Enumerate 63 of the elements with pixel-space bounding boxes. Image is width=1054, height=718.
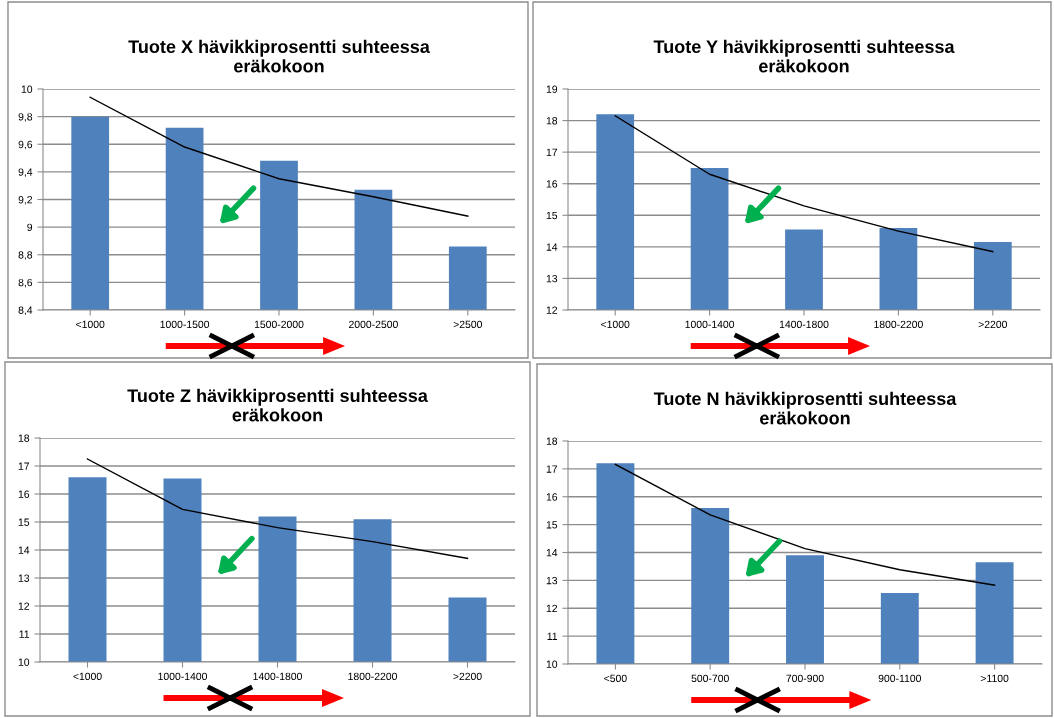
x-tick-label: 1000-1400 bbox=[158, 672, 207, 681]
y-tick-label: 14 bbox=[546, 243, 558, 251]
y-tick-label: 14 bbox=[546, 549, 558, 557]
chart-title: Tuote Y hävikkiprosentti suhteessa eräkokoon bbox=[653, 39, 955, 73]
x-tick-label: 1400-1800 bbox=[779, 320, 829, 329]
chart-title: Tuote X hävikkiprosentti suhteessa eräkokoon bbox=[128, 39, 430, 73]
line-series bbox=[614, 463, 996, 586]
y-tick-label: 16 bbox=[18, 490, 30, 498]
y-tick-label: 9,6 bbox=[18, 140, 33, 150]
y-tick-label: 17 bbox=[18, 462, 30, 470]
y-tick-label: 19 bbox=[546, 85, 558, 93]
y-tick-label: 17 bbox=[546, 465, 558, 473]
x-tick-label: >2200 bbox=[978, 320, 1008, 329]
x-tick-label: <1000 bbox=[601, 320, 630, 329]
y-tick-label: 8,4 bbox=[18, 306, 33, 316]
y-tick-label: 18 bbox=[18, 434, 30, 442]
y-tick-label: 10 bbox=[21, 85, 33, 93]
y-tick-label: 15 bbox=[546, 211, 558, 220]
line-series bbox=[614, 115, 994, 253]
y-tick-label: 13 bbox=[546, 576, 558, 585]
y-tick-label: 12 bbox=[18, 602, 30, 610]
x-tick-label: 900-1100 bbox=[878, 674, 922, 683]
y-tick-label: 9,4 bbox=[18, 168, 33, 177]
line-series bbox=[86, 458, 469, 560]
y-tick-label: 10 bbox=[546, 660, 558, 668]
x-tick-label: <1000 bbox=[76, 320, 105, 329]
x-tick-label: >2200 bbox=[453, 672, 482, 681]
x-tick-label: >2500 bbox=[453, 320, 483, 329]
x-tick-label: <1000 bbox=[73, 672, 102, 681]
y-tick-label: 17 bbox=[546, 148, 558, 156]
x-tick-label: 500-700 bbox=[691, 674, 729, 683]
chart-title: Tuote N hävikkiprosentti suhteessa eräkokoon bbox=[653, 391, 957, 425]
y-tick-label: 9,8 bbox=[18, 113, 33, 122]
x-tick-label: >1100 bbox=[980, 674, 1009, 683]
line-series bbox=[89, 96, 469, 217]
x-tick-label: 1000-1400 bbox=[685, 320, 735, 329]
y-tick-label: 10 bbox=[18, 658, 30, 666]
y-tick-label: 8,6 bbox=[18, 278, 33, 288]
x-tick-label: 1000-1500 bbox=[160, 320, 210, 329]
y-tick-label: 11 bbox=[19, 630, 30, 638]
y-tick-label: 16 bbox=[546, 180, 558, 188]
y-tick-label: 13 bbox=[546, 274, 558, 283]
x-tick-label: 1800-2200 bbox=[348, 672, 397, 681]
y-tick-label: 11 bbox=[547, 632, 558, 640]
y-tick-label: 12 bbox=[546, 306, 558, 314]
chart-title: Tuote Z hävikkiprosentti suhteessa eräkokoon bbox=[127, 388, 428, 422]
y-tick-label: 18 bbox=[546, 117, 558, 125]
y-tick-label: 9 bbox=[27, 223, 33, 231]
y-tick-label: 16 bbox=[546, 493, 558, 501]
y-tick-label: 14 bbox=[18, 546, 30, 554]
y-tick-label: 9,2 bbox=[18, 196, 33, 205]
y-tick-label: 18 bbox=[546, 437, 558, 445]
y-tick-label: 13 bbox=[18, 574, 30, 582]
x-tick-label: 1500-2000 bbox=[254, 320, 304, 329]
x-tick-label: <500 bbox=[604, 674, 627, 683]
x-tick-label: 1400-1800 bbox=[253, 672, 302, 681]
x-tick-label: 2000-2500 bbox=[349, 320, 398, 329]
x-tick-label: 700-900 bbox=[786, 674, 824, 683]
y-tick-label: 8,8 bbox=[18, 251, 33, 260]
x-tick-label: 1800-2200 bbox=[874, 320, 923, 329]
y-tick-label: 15 bbox=[546, 521, 558, 529]
y-tick-label: 12 bbox=[546, 604, 558, 613]
y-tick-label: 15 bbox=[18, 518, 30, 526]
